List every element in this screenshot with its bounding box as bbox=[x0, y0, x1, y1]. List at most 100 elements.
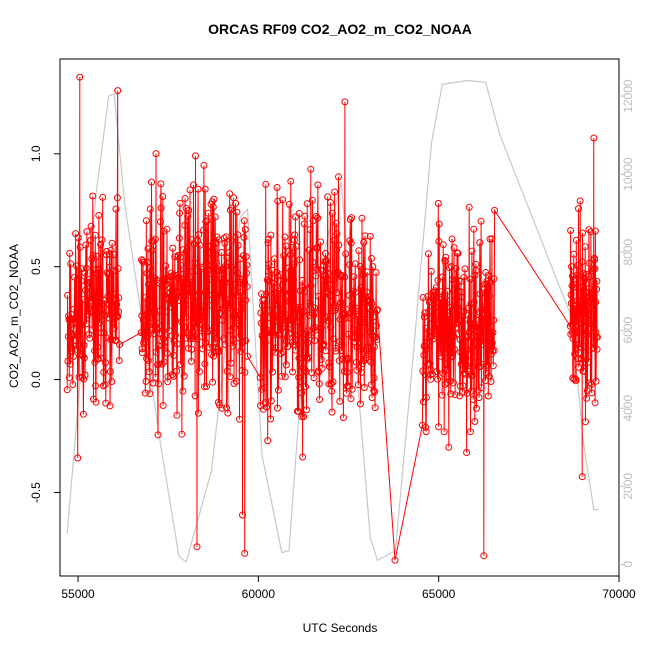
data-point bbox=[73, 312, 81, 320]
data-point bbox=[443, 379, 451, 386]
data-point bbox=[64, 333, 72, 340]
data-point bbox=[572, 375, 580, 383]
data-point bbox=[178, 318, 186, 326]
data-point bbox=[240, 234, 248, 241]
data-point bbox=[365, 356, 373, 364]
data-point bbox=[587, 380, 595, 388]
data-point bbox=[444, 366, 452, 374]
data-point bbox=[209, 378, 217, 386]
data-point bbox=[239, 252, 247, 260]
data-point bbox=[181, 301, 189, 309]
data-point bbox=[99, 382, 107, 390]
data-point bbox=[578, 258, 586, 266]
data-point bbox=[457, 348, 465, 356]
data-point bbox=[79, 352, 87, 360]
data-point bbox=[300, 413, 308, 421]
data-point bbox=[464, 311, 472, 319]
data-point bbox=[191, 392, 199, 400]
data-point bbox=[328, 387, 336, 395]
data-point bbox=[459, 312, 467, 320]
data-point bbox=[108, 239, 116, 247]
data-point bbox=[201, 185, 209, 193]
data-point bbox=[367, 358, 375, 366]
data-point bbox=[147, 297, 154, 305]
data-point bbox=[347, 395, 355, 403]
data-point bbox=[184, 344, 192, 352]
data-point bbox=[320, 316, 328, 324]
data-point bbox=[273, 300, 280, 308]
data-point bbox=[265, 267, 273, 275]
data-point bbox=[445, 443, 453, 451]
data-point bbox=[173, 340, 181, 348]
data-point bbox=[229, 342, 237, 350]
data-point bbox=[86, 334, 94, 342]
data-point bbox=[242, 296, 250, 304]
data-point bbox=[92, 398, 100, 406]
data-point bbox=[590, 277, 598, 285]
data-point bbox=[323, 265, 331, 273]
y-right-tick-label: 6000 bbox=[621, 317, 635, 344]
data-point bbox=[232, 377, 240, 385]
data-point bbox=[301, 288, 309, 296]
data-point bbox=[68, 344, 76, 352]
data-point bbox=[330, 237, 338, 244]
data-point bbox=[145, 368, 153, 376]
data-point bbox=[452, 276, 460, 284]
data-point bbox=[207, 249, 215, 257]
data-point bbox=[328, 408, 336, 416]
data-point bbox=[581, 243, 589, 251]
data-point bbox=[101, 381, 109, 389]
data-point bbox=[570, 250, 578, 258]
y-tick-label: 0.5 bbox=[29, 258, 43, 275]
axes: 55000 60000 65000 70000 -0.5 0.0 0.5 1.0 0 2000 40… bbox=[29, 79, 636, 601]
data-point bbox=[274, 197, 282, 205]
data-point bbox=[226, 206, 234, 214]
data-point bbox=[97, 241, 105, 248]
y-tick-label: 0.0 bbox=[29, 371, 43, 388]
data-point bbox=[141, 389, 149, 397]
x-axis-label: UTC Seconds bbox=[303, 621, 378, 635]
data-point bbox=[217, 292, 225, 300]
data-point bbox=[429, 296, 437, 304]
data-point bbox=[362, 293, 370, 301]
data-point bbox=[311, 326, 319, 334]
data-point bbox=[182, 313, 190, 321]
data-point bbox=[441, 298, 448, 306]
data-point bbox=[369, 313, 377, 321]
data-point bbox=[114, 265, 122, 272]
data-point bbox=[367, 296, 374, 304]
data-point bbox=[148, 246, 156, 254]
data-point bbox=[66, 249, 74, 257]
data-point bbox=[294, 331, 302, 339]
data-point bbox=[157, 204, 165, 212]
data-point bbox=[439, 273, 446, 281]
data-point bbox=[478, 316, 486, 324]
data-point bbox=[163, 349, 171, 357]
data-point bbox=[294, 304, 302, 311]
data-point bbox=[116, 341, 123, 348]
data-point bbox=[421, 371, 429, 379]
data-point bbox=[219, 305, 227, 313]
data-point bbox=[312, 272, 320, 280]
data-point bbox=[303, 200, 311, 208]
data-point bbox=[74, 276, 82, 284]
data-point bbox=[239, 511, 246, 519]
data-point bbox=[360, 384, 368, 391]
data-point bbox=[206, 242, 214, 250]
data-point bbox=[104, 292, 112, 300]
data-point bbox=[318, 364, 326, 372]
data-point bbox=[87, 222, 95, 230]
data-point bbox=[221, 277, 229, 285]
data-point bbox=[587, 324, 595, 332]
data-point bbox=[267, 397, 275, 405]
data-point bbox=[176, 253, 184, 261]
data-point bbox=[213, 259, 220, 267]
data-point bbox=[445, 325, 453, 333]
data-point bbox=[317, 355, 325, 363]
data-point bbox=[300, 307, 308, 315]
data-point bbox=[287, 329, 295, 337]
data-point bbox=[277, 316, 285, 324]
data-point bbox=[441, 256, 449, 264]
data-point bbox=[104, 270, 112, 278]
data-point bbox=[97, 354, 105, 362]
